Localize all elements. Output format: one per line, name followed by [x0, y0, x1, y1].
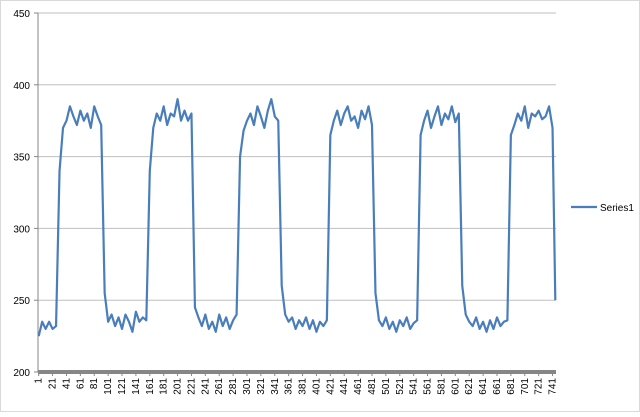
x-tick-label: 421 — [325, 378, 336, 395]
x-tick-label: 601 — [450, 378, 461, 395]
x-tick-label: 401 — [311, 378, 322, 395]
x-tick-label: 161 — [145, 378, 156, 395]
x-tick-label: 741 — [548, 378, 559, 395]
x-tick-label: 241 — [200, 378, 211, 395]
x-tick-label: 381 — [298, 378, 309, 395]
y-tick-label: 300 — [13, 224, 30, 235]
x-tick-label: 561 — [423, 378, 434, 395]
x-tick-label: 481 — [367, 378, 378, 395]
x-tick-label: 521 — [395, 378, 406, 395]
x-tick-label: 501 — [381, 378, 392, 395]
x-tick-label: 581 — [436, 378, 447, 395]
y-tick-label: 250 — [13, 296, 30, 307]
y-tick-label: 450 — [13, 9, 30, 20]
x-tick-label: 461 — [353, 378, 364, 395]
x-tick-label: 321 — [256, 378, 267, 395]
x-tick-label: 261 — [214, 378, 225, 395]
x-tick-label: 61 — [75, 378, 86, 390]
x-tick-label: 281 — [228, 378, 239, 395]
y-tick-label: 350 — [13, 153, 30, 164]
x-tick-label: 181 — [159, 378, 170, 395]
x-tick-label: 641 — [478, 378, 489, 395]
x-tick-label: 681 — [506, 378, 517, 395]
x-tick-label: 41 — [61, 378, 72, 390]
x-tick-label: 201 — [173, 378, 184, 395]
x-tick-label: 361 — [284, 378, 295, 395]
x-tick-label: 1 — [34, 378, 45, 384]
x-tick-label: 141 — [131, 378, 142, 395]
x-tick-label: 221 — [186, 378, 197, 395]
x-tick-label: 441 — [339, 378, 350, 395]
x-tick-label: 81 — [89, 378, 100, 390]
legend-label: Series1 — [600, 203, 634, 214]
x-tick-label: 661 — [492, 378, 503, 395]
x-tick-label: 621 — [464, 378, 475, 395]
x-tick-label: 721 — [534, 378, 545, 395]
series-line — [37, 98, 557, 337]
y-tick-label: 200 — [13, 368, 30, 379]
x-tick-label: 541 — [409, 378, 420, 395]
x-tick-label: 121 — [117, 378, 128, 395]
x-tick-label: 21 — [48, 378, 59, 390]
x-tick-label: 301 — [242, 378, 253, 395]
y-tick-label: 400 — [13, 81, 30, 92]
x-tick-label: 701 — [520, 378, 531, 395]
x-tick-label: 101 — [103, 378, 114, 395]
x-tick-label: 341 — [270, 378, 281, 395]
